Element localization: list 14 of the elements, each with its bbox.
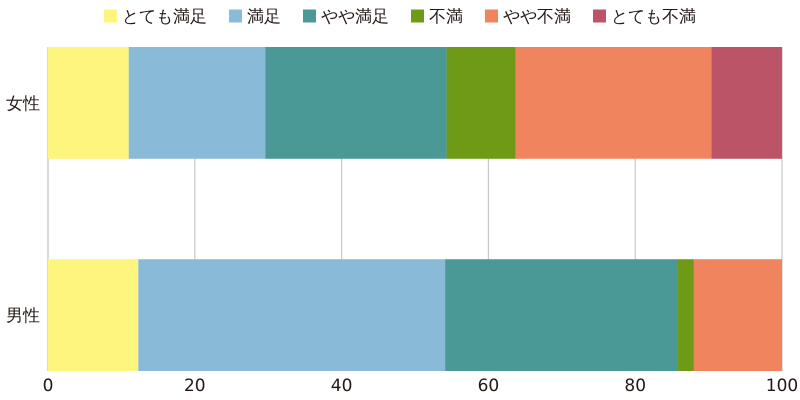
x-tick-label: 40 [330,376,352,396]
y-tick-label: 男性 [6,306,40,326]
x-tick-label: 100 [766,376,798,396]
x-tick-label: 80 [624,376,646,396]
legend-label: 満足 [247,7,281,27]
legend-label: とても満足 [122,7,207,27]
legend-label: やや不満 [503,7,571,27]
legend-label: とても不満 [611,7,696,27]
x-tick-label: 20 [184,376,206,396]
legend-label: 不満 [429,7,463,27]
y-tick-label: 女性 [6,94,40,114]
x-tick-label: 60 [478,376,500,396]
x-tick-label: 0 [42,376,54,396]
legend-label: やや満足 [321,7,389,27]
